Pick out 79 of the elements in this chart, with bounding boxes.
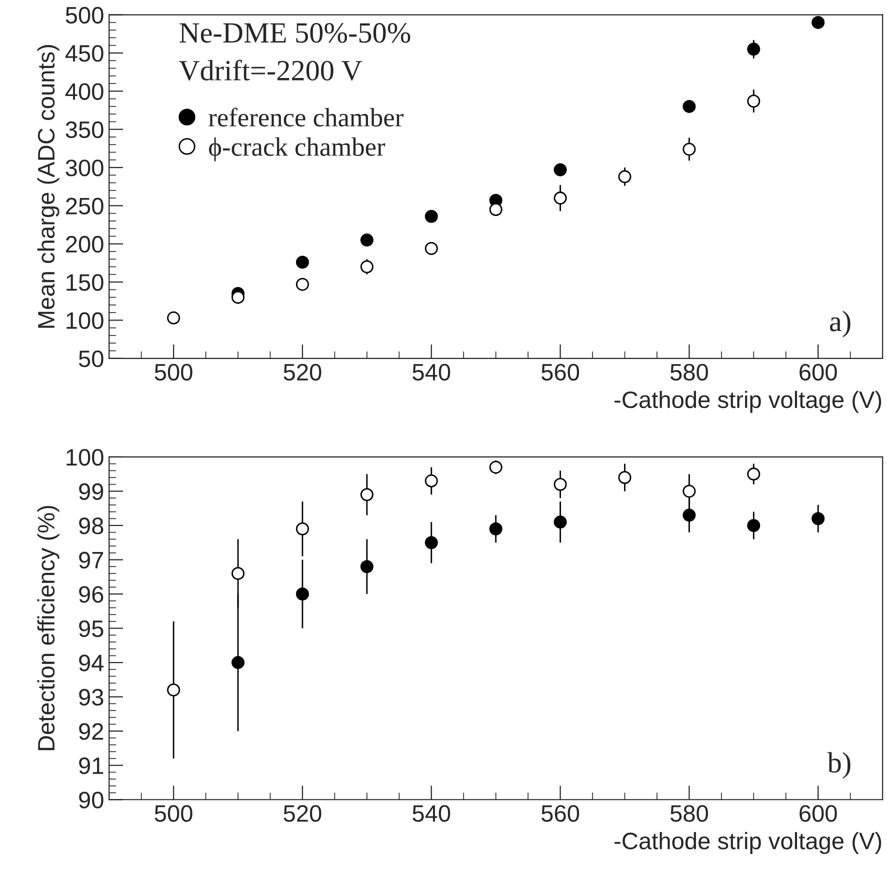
- y-tick-label: 99: [79, 483, 104, 500]
- point: [554, 163, 567, 176]
- x-tick-label: 560: [542, 364, 580, 381]
- x-axis-title: -Cathode strip voltage (V): [614, 390, 882, 413]
- y-tick-label: 94: [79, 654, 104, 672]
- point: [232, 566, 245, 580]
- point: [296, 278, 309, 291]
- point: [747, 518, 760, 532]
- point: [747, 42, 760, 56]
- y-tick-label: 97: [79, 552, 104, 569]
- y-tick-label: 300: [66, 160, 104, 176]
- point: [747, 94, 760, 108]
- point: [360, 260, 374, 274]
- annotation: Ne-DME 50%-50%: [180, 23, 410, 43]
- y-tick-label: 450: [65, 45, 104, 62]
- y-tick-label: 98: [79, 518, 104, 534]
- point: [424, 210, 438, 223]
- point: [489, 522, 502, 536]
- point: [489, 203, 502, 216]
- point: [424, 242, 438, 255]
- point: [554, 516, 567, 529]
- x-tick-label: 520: [284, 805, 322, 822]
- point: [618, 470, 632, 484]
- x-tick-label: 560: [542, 805, 580, 822]
- point: [554, 478, 567, 491]
- point: [167, 311, 180, 324]
- point: [167, 683, 180, 696]
- y-tick-label: 93: [79, 688, 104, 706]
- point: [747, 468, 760, 481]
- point: [232, 290, 245, 304]
- point: [360, 234, 374, 247]
- legend-label: reference chamber: [208, 108, 404, 127]
- annotation: b): [827, 752, 850, 779]
- point: [682, 142, 696, 156]
- point: [682, 100, 696, 113]
- y-tick-label: 92: [79, 723, 104, 740]
- point: [296, 256, 309, 269]
- y-tick-label: 200: [66, 236, 104, 253]
- point: [360, 488, 374, 502]
- point: [554, 192, 567, 205]
- x-axis-title: -Cathode strip voltage (V): [614, 832, 882, 854]
- point: [682, 508, 696, 522]
- x-tick-label: 600: [800, 364, 837, 381]
- y-axis-title: Mean charge (ADC counts): [37, 45, 60, 328]
- x-tick-label: 600: [800, 805, 837, 822]
- point: [812, 512, 825, 526]
- y-tick-label: 91: [79, 757, 104, 774]
- y-tick-label: 500: [66, 6, 104, 24]
- annotation: a): [830, 310, 850, 338]
- point: [424, 536, 438, 550]
- y-tick-label: 250: [66, 198, 104, 214]
- x-tick-label: 540: [412, 805, 450, 822]
- point: [360, 560, 374, 574]
- y-tick-label: 400: [65, 83, 104, 100]
- x-tick-label: 520: [284, 364, 322, 381]
- legend-label: ϕ-crack chamber: [208, 137, 386, 162]
- x-tick-label: 500: [154, 805, 192, 822]
- x-tick-label: 540: [412, 364, 450, 381]
- x-tick-label: 580: [670, 805, 708, 822]
- y-tick-label: 350: [66, 121, 104, 138]
- point: [489, 460, 502, 474]
- point: [618, 170, 632, 184]
- y-tick-label: 95: [79, 620, 104, 638]
- x-tick-label: 580: [670, 364, 708, 381]
- y-tick-label: 100: [66, 312, 104, 330]
- y-tick-label: 90: [79, 792, 104, 808]
- point: [296, 522, 309, 536]
- point: [682, 484, 696, 498]
- y-axis-title: Detection efficiency (%): [37, 506, 60, 750]
- point: [232, 656, 245, 670]
- point: [812, 16, 825, 29]
- x-tick-label: 500: [154, 364, 192, 381]
- y-tick-label: 150: [66, 274, 104, 291]
- y-tick-label: 96: [79, 586, 104, 603]
- point: [296, 588, 309, 601]
- point: [424, 474, 438, 488]
- y-tick-label: 100: [66, 448, 104, 466]
- annotation: Vdrift=-2200 V: [179, 60, 362, 81]
- y-tick-label: 50: [78, 350, 104, 368]
